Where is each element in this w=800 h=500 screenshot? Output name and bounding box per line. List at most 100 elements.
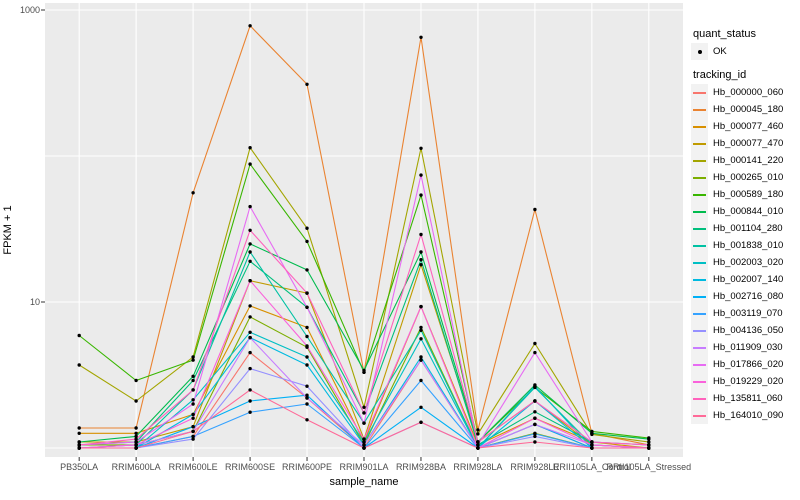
data-point bbox=[77, 443, 81, 447]
legend-item-Hb_004136_050[interactable]: Hb_004136_050 bbox=[691, 322, 799, 339]
x-tick-label: RRIM928LE bbox=[510, 462, 560, 472]
data-point bbox=[248, 259, 252, 263]
legend-item-Hb_000589_180[interactable]: Hb_000589_180 bbox=[691, 186, 799, 203]
legend-item-Hb_002003_020[interactable]: Hb_002003_020 bbox=[691, 254, 799, 271]
line-swatch-icon bbox=[693, 244, 706, 247]
line-swatch-icon bbox=[693, 312, 706, 315]
legend-item-Hb_000077_460[interactable]: Hb_000077_460 bbox=[691, 118, 799, 135]
data-point bbox=[419, 173, 423, 177]
legend-key-box bbox=[691, 390, 708, 407]
legend-item-Hb_000077_470[interactable]: Hb_000077_470 bbox=[691, 135, 799, 152]
data-point bbox=[419, 405, 423, 409]
data-point bbox=[419, 337, 423, 341]
legend-item-Hb_003119_070[interactable]: Hb_003119_070 bbox=[691, 305, 799, 322]
data-point bbox=[533, 434, 537, 439]
data-point bbox=[191, 434, 195, 439]
legend-key-box bbox=[691, 135, 708, 152]
data-point bbox=[305, 344, 309, 348]
x-tick-label: RRIM600LE bbox=[168, 462, 218, 472]
data-point bbox=[533, 422, 537, 427]
data-point bbox=[419, 328, 423, 332]
data-point bbox=[134, 431, 138, 435]
data-point bbox=[305, 355, 309, 359]
line-swatch-icon bbox=[693, 176, 706, 179]
legend-item-Hb_000844_010[interactable]: Hb_000844_010 bbox=[691, 203, 799, 220]
data-point bbox=[476, 440, 480, 444]
legend-item-Hb_017866_020[interactable]: Hb_017866_020 bbox=[691, 356, 799, 373]
data-point bbox=[647, 443, 651, 447]
legend-item-label: Hb_000077_460 bbox=[713, 121, 784, 132]
data-point bbox=[533, 440, 537, 444]
y-tick-label: 1000 bbox=[19, 5, 40, 15]
data-point bbox=[191, 374, 195, 378]
legend-item-Hb_000265_010[interactable]: Hb_000265_010 bbox=[691, 169, 799, 186]
legend-item-Hb_019229_020[interactable]: Hb_019229_020 bbox=[691, 373, 799, 390]
data-point bbox=[305, 305, 309, 309]
data-point bbox=[248, 204, 252, 209]
data-point bbox=[248, 330, 252, 334]
data-point bbox=[134, 437, 138, 441]
legend-item-Hb_135811_060[interactable]: Hb_135811_060 bbox=[691, 390, 799, 407]
legend-item-label: Hb_002007_140 bbox=[713, 274, 784, 285]
legend-key-box bbox=[691, 169, 708, 186]
legend-item-label: Hb_000077_470 bbox=[713, 138, 784, 149]
legend-item-ok[interactable]: OK bbox=[691, 43, 799, 60]
data-point bbox=[533, 341, 537, 346]
data-point bbox=[362, 437, 366, 441]
line-swatch-icon bbox=[693, 414, 706, 417]
line-swatch-icon bbox=[693, 125, 706, 128]
data-point bbox=[248, 335, 252, 340]
data-point bbox=[248, 24, 252, 28]
data-point bbox=[248, 146, 252, 150]
data-point bbox=[362, 421, 366, 425]
legend-tracking-id-items: Hb_000000_060 Hb_000045_180 Hb_000077_46… bbox=[691, 84, 799, 424]
legend-item-Hb_001104_280[interactable]: Hb_001104_280 bbox=[691, 220, 799, 237]
data-point bbox=[419, 358, 423, 362]
data-point bbox=[134, 434, 138, 439]
legend-item-Hb_164010_090[interactable]: Hb_164010_090 bbox=[691, 407, 799, 424]
legend-item-Hb_002007_140[interactable]: Hb_002007_140 bbox=[691, 271, 799, 288]
legend-item-Hb_000045_180[interactable]: Hb_000045_180 bbox=[691, 101, 799, 118]
legend-item-label: OK bbox=[713, 46, 727, 57]
data-point bbox=[248, 315, 252, 319]
legend-item-label: Hb_000141_220 bbox=[713, 155, 784, 166]
data-point bbox=[362, 368, 366, 373]
data-point bbox=[590, 440, 594, 444]
data-point bbox=[134, 443, 138, 447]
x-tick-label: RRIM928BA bbox=[395, 462, 446, 472]
legend-item-Hb_011909_030[interactable]: Hb_011909_030 bbox=[691, 339, 799, 356]
y-tick-label: 10 bbox=[29, 297, 40, 307]
legend-item-Hb_000000_060[interactable]: Hb_000000_060 bbox=[691, 84, 799, 101]
legend-item-label: Hb_002716_080 bbox=[713, 291, 784, 302]
data-point bbox=[77, 363, 81, 367]
data-point bbox=[191, 355, 195, 359]
data-point bbox=[77, 426, 81, 430]
data-point bbox=[362, 446, 366, 450]
legend-item-Hb_002716_080[interactable]: Hb_002716_080 bbox=[691, 288, 799, 305]
legend-item-Hb_000141_220[interactable]: Hb_000141_220 bbox=[691, 152, 799, 169]
x-tick-label: RRII105LA_Control bbox=[552, 462, 631, 472]
data-point bbox=[476, 443, 480, 447]
data-point bbox=[191, 429, 195, 434]
legend-item-label: Hb_000000_060 bbox=[713, 87, 784, 98]
data-point bbox=[134, 399, 138, 403]
legend-item-label: Hb_019229_020 bbox=[713, 376, 784, 387]
data-point bbox=[305, 402, 309, 406]
data-point bbox=[533, 432, 537, 436]
x-tick-label: RRIM600PE bbox=[282, 462, 333, 472]
data-point bbox=[248, 228, 252, 232]
data-point bbox=[533, 416, 537, 420]
line-swatch-icon bbox=[693, 380, 706, 383]
data-point bbox=[476, 446, 480, 450]
data-point bbox=[77, 431, 81, 435]
legend-item-Hb_001838_010[interactable]: Hb_001838_010 bbox=[691, 237, 799, 254]
legend-item-label: Hb_000844_010 bbox=[713, 206, 784, 217]
data-point bbox=[77, 333, 81, 338]
data-point bbox=[305, 82, 309, 87]
x-tick-label: PB350LA bbox=[60, 462, 99, 472]
data-point bbox=[305, 418, 309, 422]
data-point bbox=[362, 405, 366, 409]
data-point bbox=[305, 226, 309, 230]
legend-key-box bbox=[691, 237, 708, 254]
